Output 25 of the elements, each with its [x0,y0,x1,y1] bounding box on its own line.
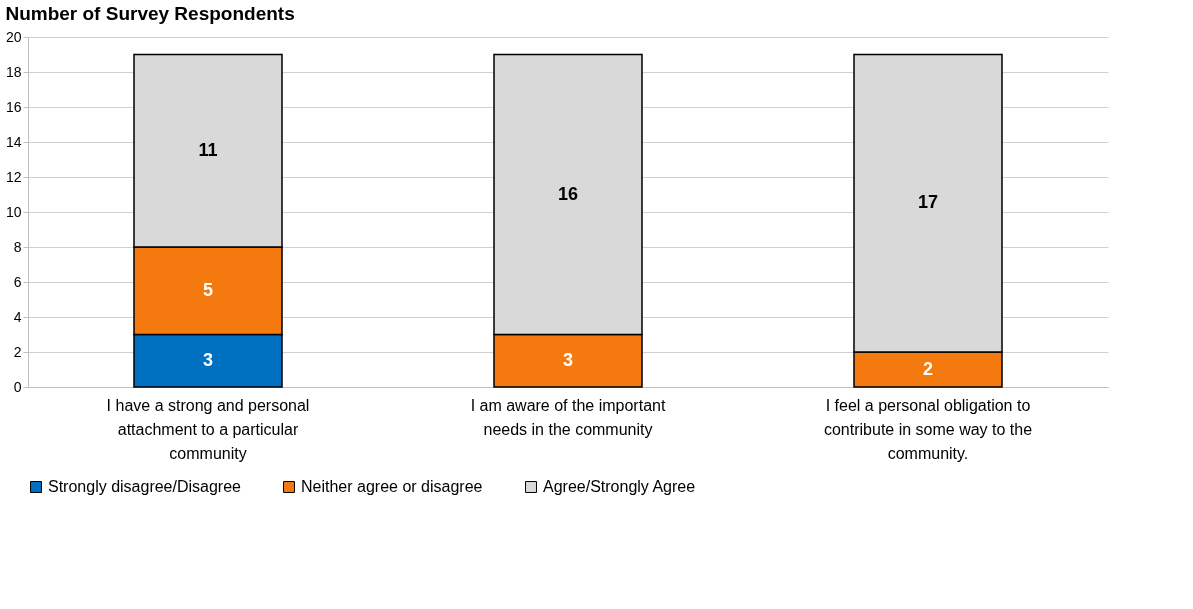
y-tick-label: 6 [13,273,22,290]
y-tick-label: 14 [5,133,22,150]
x-tick-label: I feel a personal obligation to contribute in some way to the community. [823,396,1033,462]
legend-label: Neither agree or disagree [301,478,483,495]
y-tick-label: 2 [13,343,22,360]
data-label: 16 [557,183,579,204]
chart-title: Number of Survey Respondents [5,3,295,24]
legend-label: Agree/Strongly Agree [543,478,696,495]
y-tick-label: 8 [13,238,22,255]
y-tick-label: 10 [5,203,22,220]
y-tick-label: 20 [5,28,22,45]
y-tick-label: 12 [5,168,22,185]
x-tick-label: I am aware of the important needs in the community [470,396,666,438]
y-tick-label: 16 [5,98,22,115]
data-label: 5 [202,279,214,300]
data-label: 17 [917,192,939,213]
data-label: 11 [198,139,218,160]
y-tick-label: 18 [5,63,22,80]
legend-label: Strongly disagree/Disagree [48,478,242,495]
y-tick-label: 0 [13,378,22,395]
data-label: 2 [922,358,934,379]
data-label: 3 [202,349,214,370]
y-tick-label: 4 [13,308,22,325]
x-tick-label: I have a strong and personal attachment to a particular community [106,396,310,462]
data-label: 3 [562,349,574,370]
